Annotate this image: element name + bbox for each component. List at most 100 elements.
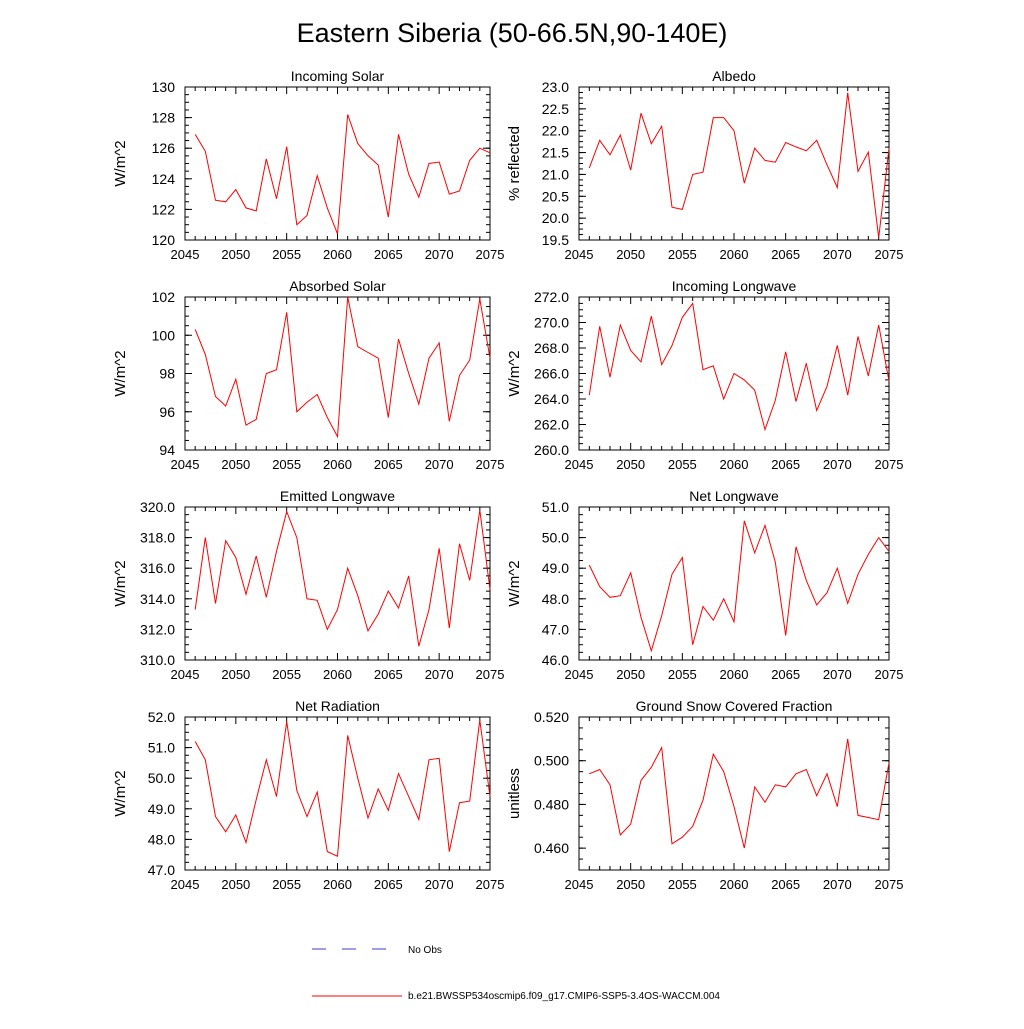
y-axis-label: W/m^2 <box>112 770 129 816</box>
y-tick-label: 96 <box>159 404 175 420</box>
y-tick-label: 272.0 <box>534 289 569 305</box>
y-tick-label: 262.0 <box>534 417 569 433</box>
panel-8: Ground Snow Covered Fraction unitless 2045… <box>506 698 903 892</box>
y-tick-label: 50.0 <box>542 530 569 546</box>
series-line <box>588 92 890 238</box>
x-tick-label: 2045 <box>565 247 594 262</box>
y-tick-label: 51.0 <box>148 740 175 756</box>
y-tick-label: 50.0 <box>148 770 175 786</box>
panel-title: Albedo <box>712 68 756 84</box>
x-tick-label: 2060 <box>323 457 352 472</box>
y-tick-label: 20.5 <box>542 188 569 204</box>
x-tick-label: 2050 <box>221 667 250 682</box>
y-tick-label: 94 <box>159 442 175 458</box>
x-tick-label: 2045 <box>565 877 594 892</box>
y-tick-label: 320.0 <box>140 499 175 515</box>
x-tick-label: 2055 <box>668 667 697 682</box>
panel-7: Net Radiation W/m^2 2045 2050 2055 2060 2065 20… <box>112 698 504 892</box>
x-tick-label: 2050 <box>221 877 250 892</box>
y-tick-label: 268.0 <box>534 340 569 356</box>
y-tick-label: 102 <box>152 289 176 305</box>
x-tick-label: 2070 <box>823 457 852 472</box>
y-tick-label: 0.500 <box>534 753 569 769</box>
y-tick-label: 312.0 <box>140 621 175 637</box>
panel-title: Ground Snow Covered Fraction <box>636 698 833 714</box>
x-tick-label: 2055 <box>668 247 697 262</box>
y-tick-label: 100 <box>152 327 176 343</box>
x-tick-label: 2050 <box>616 247 645 262</box>
y-tick-label: 314.0 <box>140 591 175 607</box>
x-tick-label: 2065 <box>374 667 403 682</box>
y-tick-label: 266.0 <box>534 366 569 382</box>
y-tick-label: 48.0 <box>542 591 569 607</box>
x-tick-label: 2045 <box>171 877 200 892</box>
x-tick-label: 2075 <box>476 667 505 682</box>
y-tick-label: 310.0 <box>140 652 175 668</box>
y-tick-label: 124 <box>152 171 176 187</box>
y-tick-label: 20.0 <box>542 210 569 226</box>
y-tick-label: 22.0 <box>542 123 569 139</box>
x-tick-label: 2045 <box>171 667 200 682</box>
y-tick-label: 126 <box>152 140 176 156</box>
legend-model-label: b.e21.BWSSP534oscmip6.f09_g17.CMIP6-SSP5… <box>408 991 720 1002</box>
y-tick-label: 47.0 <box>542 621 569 637</box>
panel-title: Incoming Solar <box>291 68 385 84</box>
plot-frame <box>184 296 491 451</box>
y-axis-label: unitless <box>506 768 523 819</box>
x-tick-label: 2060 <box>323 877 352 892</box>
panel-2: Albedo % reflected 2045 2050 2055 2060 2065 207… <box>506 68 903 262</box>
x-tick-label: 2045 <box>171 457 200 472</box>
series-line <box>589 738 890 849</box>
y-tick-label: 0.520 <box>534 709 569 725</box>
y-tick-label: 46.0 <box>542 652 569 668</box>
x-tick-label: 2075 <box>476 457 505 472</box>
panel-3: Absorbed Solar W/m^2 2045 2050 2055 2060 2065 2… <box>112 278 504 472</box>
x-tick-label: 2065 <box>374 247 403 262</box>
x-tick-label: 2075 <box>875 457 904 472</box>
panel-title: Net Longwave <box>689 488 779 504</box>
panel-title: Incoming Longwave <box>672 278 797 294</box>
x-tick-label: 2065 <box>771 667 800 682</box>
plot-frame <box>184 86 491 241</box>
x-tick-label: 2055 <box>272 247 301 262</box>
y-tick-label: 264.0 <box>534 391 569 407</box>
legend-obs-label: No Obs <box>408 945 442 956</box>
x-tick-label: 2065 <box>771 247 800 262</box>
y-tick-label: 0.480 <box>534 796 569 812</box>
x-tick-label: 2050 <box>616 457 645 472</box>
x-tick-label: 2075 <box>875 877 904 892</box>
y-tick-label: 22.5 <box>542 101 569 117</box>
y-tick-label: 128 <box>152 110 176 126</box>
x-tick-label: 2075 <box>875 247 904 262</box>
series-line <box>194 509 491 647</box>
plot-frame <box>578 716 890 871</box>
x-tick-label: 2065 <box>771 877 800 892</box>
x-tick-label: 2075 <box>476 877 505 892</box>
y-tick-label: 21.0 <box>542 166 569 182</box>
x-tick-label: 2050 <box>616 877 645 892</box>
x-tick-label: 2070 <box>823 667 852 682</box>
x-tick-label: 2055 <box>668 457 697 472</box>
y-axis-label: W/m^2 <box>112 140 129 186</box>
legend: No Obs b.e21.BWSSP534oscmip6.f09_g17.CMI… <box>312 945 720 1002</box>
x-tick-label: 2055 <box>668 877 697 892</box>
x-tick-label: 2065 <box>374 457 403 472</box>
x-tick-label: 2065 <box>374 877 403 892</box>
y-axis-label: W/m^2 <box>112 560 129 606</box>
series-line <box>588 302 890 432</box>
y-tick-label: 52.0 <box>148 709 175 725</box>
x-tick-label: 2045 <box>565 667 594 682</box>
x-tick-label: 2060 <box>720 877 749 892</box>
y-axis-label: W/m^2 <box>506 560 523 606</box>
y-tick-label: 47.0 <box>148 862 175 878</box>
x-tick-label: 2070 <box>425 247 454 262</box>
series-line <box>194 296 491 439</box>
y-tick-label: 21.5 <box>542 145 569 161</box>
panel-title: Emitted Longwave <box>280 488 395 504</box>
y-tick-label: 0.460 <box>534 840 569 856</box>
y-tick-label: 23.0 <box>542 79 569 95</box>
x-tick-label: 2050 <box>616 667 645 682</box>
x-tick-label: 2075 <box>875 667 904 682</box>
x-tick-label: 2070 <box>425 667 454 682</box>
